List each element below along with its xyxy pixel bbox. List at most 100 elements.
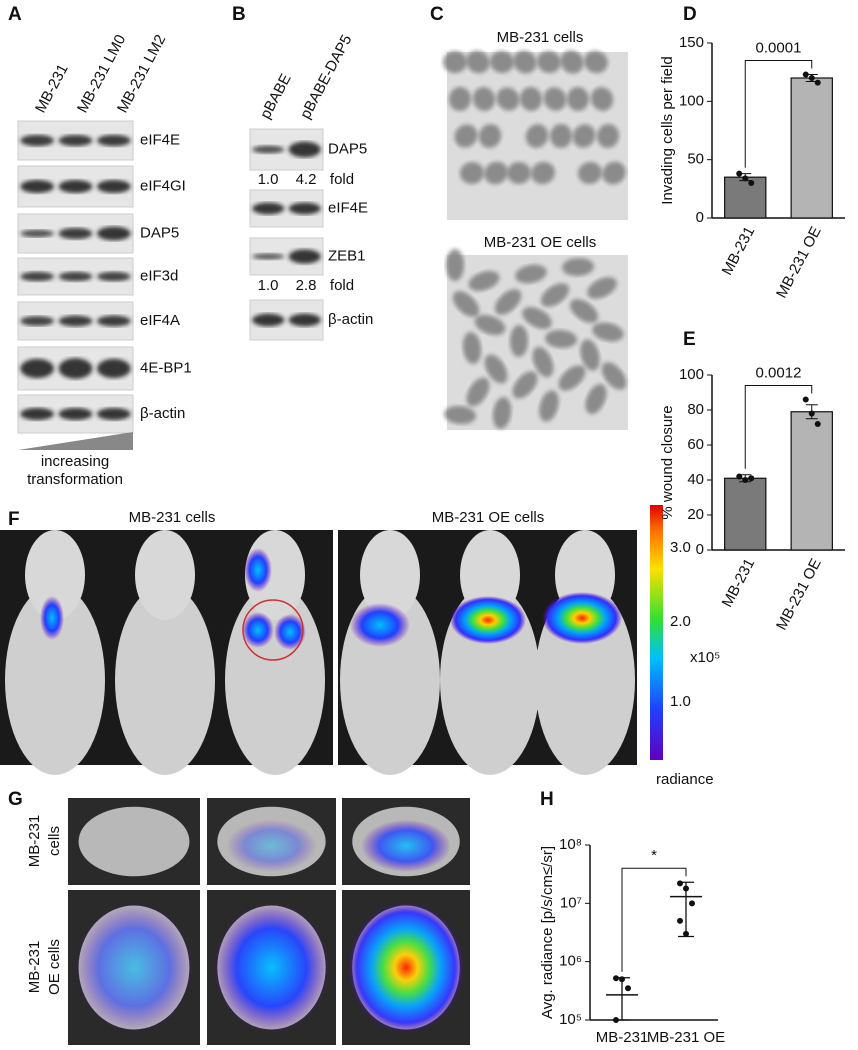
- cell: [531, 161, 555, 185]
- fold-label: 2.8: [296, 277, 317, 294]
- data-point: [814, 421, 821, 427]
- signal: [450, 596, 526, 644]
- signal: [350, 603, 410, 647]
- band-label: eIF4GI: [140, 177, 186, 194]
- cell: [484, 354, 508, 384]
- cell: [560, 50, 584, 74]
- cell: [566, 87, 590, 111]
- cell: [496, 87, 520, 111]
- band: [288, 141, 321, 158]
- data-point: [736, 473, 743, 480]
- colorbar-unit: x10⁵: [690, 649, 720, 666]
- data-point: [677, 917, 683, 924]
- cell: [585, 383, 607, 415]
- y-axis-label: % wound closure: [659, 405, 676, 519]
- cell: [466, 377, 490, 407]
- error-bar: [614, 977, 630, 1021]
- cell: [474, 314, 506, 336]
- cell: [494, 289, 522, 315]
- cell: [537, 50, 561, 74]
- y-axis-label: Avg. radiance [p/s/cm≤/sr]: [539, 846, 556, 1019]
- signal: [74, 902, 194, 1033]
- y-tick-label: 40: [687, 471, 704, 488]
- band: [252, 253, 285, 260]
- band: [58, 227, 93, 240]
- cell: [522, 307, 552, 329]
- significance-label: *: [651, 847, 657, 864]
- band: [20, 271, 55, 282]
- band: [58, 271, 93, 282]
- y-tick-label: 100: [679, 366, 704, 383]
- y-tick-label: 0: [696, 209, 704, 226]
- image-label: MB-231 cells: [129, 509, 216, 526]
- band-label: DAP5: [140, 224, 179, 241]
- cell: [490, 50, 514, 74]
- cell: [513, 50, 537, 74]
- cell: [448, 87, 472, 111]
- band: [288, 202, 321, 215]
- band: [96, 134, 131, 147]
- y-tick-label: 50: [687, 151, 704, 168]
- roi: [242, 599, 304, 661]
- data-point: [736, 170, 743, 177]
- cell: [462, 332, 482, 364]
- data-point: [814, 79, 821, 86]
- row-label: MB-231: [26, 815, 43, 868]
- fold-label: 1.0: [258, 277, 279, 294]
- band-label: eIF4E: [140, 131, 180, 148]
- signal: [348, 902, 464, 1033]
- lane-label: MB-231: [32, 61, 72, 115]
- image-label: MB-231 cells: [497, 29, 584, 46]
- signal: [242, 612, 274, 648]
- fold-label: 4.2: [296, 171, 317, 188]
- cell: [525, 124, 549, 148]
- band: [96, 271, 131, 282]
- cell: [545, 329, 577, 349]
- y-tick-label: 150: [679, 34, 704, 51]
- panel-letter: C: [430, 4, 444, 25]
- band: [252, 202, 285, 215]
- mouse-body: [5, 585, 105, 775]
- cell: [572, 124, 596, 148]
- cell: [492, 397, 512, 429]
- data-point: [748, 475, 755, 482]
- band-label: β-actin: [140, 405, 185, 422]
- signal: [226, 819, 317, 872]
- cell: [478, 124, 502, 148]
- colorbar: [650, 505, 663, 760]
- data-point: [802, 396, 809, 403]
- x-tick-label: MB-231 OE: [773, 556, 825, 633]
- band: [20, 134, 55, 147]
- cell: [596, 124, 620, 148]
- y-tick-label: 10⁵: [559, 1011, 582, 1028]
- data-point: [802, 71, 809, 78]
- y-tick-label: 80: [687, 401, 704, 418]
- footer-label: transformation: [27, 471, 123, 488]
- significance-label: 0.0012: [756, 364, 802, 381]
- cell: [558, 365, 586, 391]
- significance-bracket: [744, 385, 813, 469]
- cell: [468, 271, 500, 291]
- panel-letter: G: [8, 789, 23, 810]
- band: [20, 316, 55, 326]
- cell: [507, 161, 531, 185]
- colorbar-label: radiance: [656, 771, 714, 788]
- cell: [472, 87, 496, 111]
- colorbar-tick: 3.0: [670, 539, 691, 556]
- cell: [452, 291, 480, 317]
- cell: [443, 51, 467, 73]
- cell: [539, 390, 559, 422]
- band: [288, 313, 321, 327]
- signal: [40, 596, 64, 640]
- y-tick-label: 10⁷: [560, 894, 582, 911]
- y-axis-label: Invading cells per field: [659, 56, 676, 204]
- band-label: DAP5: [328, 140, 367, 157]
- data-point: [689, 900, 695, 907]
- significance-label: 0.0001: [756, 39, 802, 56]
- lung: [78, 806, 190, 877]
- cell: [562, 257, 594, 277]
- cell: [519, 87, 543, 111]
- data-point: [748, 180, 755, 186]
- band: [96, 358, 131, 379]
- cell: [512, 371, 538, 399]
